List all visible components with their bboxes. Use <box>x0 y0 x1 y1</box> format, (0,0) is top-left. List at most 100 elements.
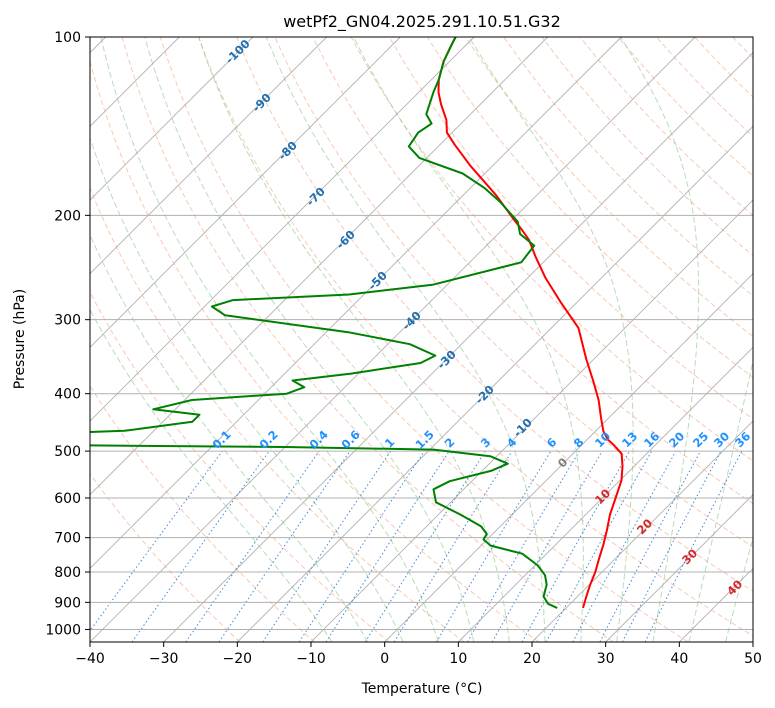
dry-adiabat-line <box>350 37 753 462</box>
dewpoint-line <box>90 37 558 609</box>
moist-adiabat-line <box>90 308 333 642</box>
y-tick-label: 200 <box>54 208 81 224</box>
isotherm-line <box>310 199 753 642</box>
moist-adiabat-line <box>90 136 404 642</box>
y-tick-label: 800 <box>54 565 81 581</box>
background-lines <box>90 37 775 642</box>
x-tick-label: −30 <box>149 651 179 667</box>
dry-adiabat-line <box>90 186 465 642</box>
y-tick-label: 100 <box>54 30 81 46</box>
moist-adiabat-line <box>353 37 584 642</box>
mixing-ratio-label: 2 <box>442 435 458 451</box>
dry-adiabat-line <box>426 37 753 378</box>
isotherm-label: 10 <box>592 486 613 507</box>
mixing-ratio-label: 25 <box>690 429 711 450</box>
dry-adiabat-line <box>198 37 753 637</box>
dry-adiabat-line <box>159 37 689 642</box>
y-tick-label: 600 <box>54 491 81 507</box>
isotherm-line <box>384 273 753 642</box>
y-tick-label: 400 <box>54 387 81 403</box>
moist-adiabat-line <box>265 37 546 642</box>
y-tick-label: 500 <box>54 444 81 460</box>
mixing-ratio-label: 3 <box>478 435 494 451</box>
moist-adiabat-line <box>725 536 753 642</box>
y-tick-label: 900 <box>54 595 81 611</box>
mixing-ratio-label: 20 <box>666 429 687 450</box>
x-axis-ticks: −40 −30 −20 −10 0 10 20 30 40 50 <box>75 642 762 667</box>
mixing-ratio-line <box>364 450 486 642</box>
x-tick-label: −20 <box>223 651 253 667</box>
dry-adiabat-line <box>656 37 753 138</box>
mixing-ratio-label: 6 <box>544 435 560 451</box>
y-axis-ticks: 100 200 300 400 500 600 700 800 900 1000 <box>45 30 90 638</box>
dry-adiabat-line <box>732 37 753 59</box>
isotherm-line <box>237 125 753 642</box>
mixing-ratio-line <box>325 450 450 642</box>
x-tick-label: 0 <box>380 651 389 667</box>
isotherm-line <box>752 641 753 642</box>
x-tick-label: 40 <box>670 651 688 667</box>
isotherm-line <box>605 494 753 642</box>
y-tick-label: 700 <box>54 531 81 547</box>
mixing-ratio-line <box>262 450 392 642</box>
x-tick-label: −40 <box>75 651 105 667</box>
mixing-ratio-line <box>298 450 425 642</box>
isotherm-label: -70 <box>303 184 328 209</box>
isotherm-label: -100 <box>223 37 253 67</box>
isotherm-line <box>90 37 401 348</box>
mixing-ratio-label: 0.1 <box>209 427 233 451</box>
isotherm-line <box>90 37 548 496</box>
mixing-ratio-line <box>521 450 630 642</box>
mixing-ratio-line <box>644 450 743 642</box>
y-tick-label: 1000 <box>45 622 81 638</box>
isotherm-line <box>90 37 254 201</box>
dry-adiabat-line <box>236 37 753 592</box>
moist-adiabat-line <box>90 233 369 642</box>
mixing-ratio-line <box>218 450 351 642</box>
mixing-ratio-label: 13 <box>619 429 640 450</box>
dry-adiabat-line <box>541 37 753 257</box>
moist-adiabat-line <box>144 37 475 642</box>
mixing-ratio-label: 0.2 <box>256 427 280 451</box>
mixing-ratio-label: 10 <box>592 429 613 450</box>
dry-adiabat-line <box>121 37 614 642</box>
chart-title: wetPf2_GN04.2025.291.10.51.G32 <box>283 12 561 32</box>
isotherm-line <box>531 420 753 642</box>
dry-adiabat-line <box>90 384 316 642</box>
pressure-gridlines <box>90 36 753 630</box>
isotherm-line <box>90 37 327 275</box>
mixing-ratio-label: 8 <box>571 435 587 451</box>
mixing-ratio-label: 16 <box>641 429 662 450</box>
temperature-line <box>437 37 624 609</box>
x-axis-label: Temperature (°C) <box>361 681 483 697</box>
plot-frame <box>89 36 754 643</box>
isotherm-label: 30 <box>679 546 700 567</box>
x-tick-label: 30 <box>597 651 615 667</box>
x-tick-label: −10 <box>296 651 326 667</box>
mixing-ratio-line <box>131 450 270 642</box>
x-tick-label: 50 <box>744 651 762 667</box>
mixing-ratio-line <box>393 450 513 642</box>
isotherm-line <box>90 37 475 422</box>
isotherm-line <box>90 37 622 569</box>
isotherm-line <box>163 52 753 642</box>
isotherm-line <box>458 346 753 642</box>
dry-adiabat-line <box>90 291 390 642</box>
moist-adiabat-line <box>620 37 700 642</box>
mixing-ratio-line <box>90 450 223 632</box>
mixing-ratio-line <box>572 450 677 642</box>
mixing-ratio-line <box>185 450 320 642</box>
mixing-ratio-line <box>621 450 722 642</box>
dry-adiabat-line <box>503 37 753 297</box>
x-tick-label: 20 <box>523 651 541 667</box>
profile-series <box>90 37 624 609</box>
isotherm-label-zero: 0 <box>555 455 571 471</box>
y-tick-label: 300 <box>54 313 81 329</box>
y-axis-label: Pressure (hPa) <box>12 289 28 389</box>
isotherm-label: -10 <box>510 415 535 440</box>
dry-adiabat-line <box>771 37 775 642</box>
dry-adiabat-line <box>90 59 540 642</box>
isotherm-line <box>90 37 696 642</box>
mixing-ratio-label: 30 <box>711 429 732 450</box>
